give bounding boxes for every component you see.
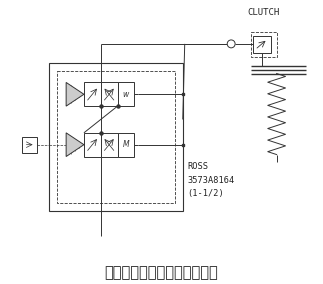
Text: M: M xyxy=(123,140,129,149)
Bar xyxy=(118,82,134,106)
Text: w: w xyxy=(123,90,129,99)
Bar xyxy=(118,133,134,156)
Bar xyxy=(251,32,276,57)
Bar xyxy=(101,133,118,156)
Bar xyxy=(57,70,175,203)
Bar xyxy=(22,137,37,153)
Circle shape xyxy=(227,40,235,48)
Bar xyxy=(49,63,183,211)
Bar xyxy=(84,82,101,106)
Text: エアー系統図（クラッチ部）: エアー系統図（クラッチ部） xyxy=(104,266,218,281)
Text: ROSS
3573A8164
(1-1/2): ROSS 3573A8164 (1-1/2) xyxy=(188,162,235,198)
Bar xyxy=(253,36,271,53)
Bar xyxy=(84,133,101,156)
Polygon shape xyxy=(66,82,84,106)
Text: CLUTCH: CLUTCH xyxy=(247,8,279,17)
Polygon shape xyxy=(66,133,84,156)
Bar xyxy=(101,82,118,106)
